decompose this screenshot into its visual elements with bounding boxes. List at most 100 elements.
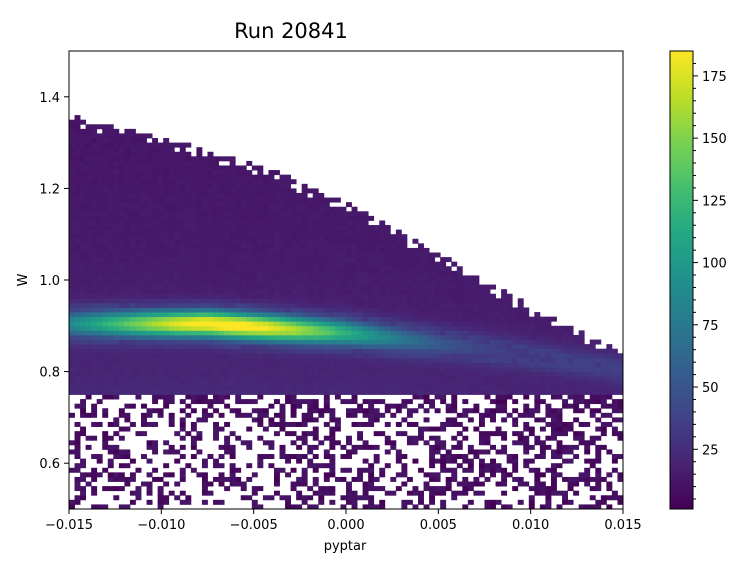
heatmap-cell	[124, 417, 131, 423]
heatmap-cell	[346, 486, 352, 492]
heatmap-cell	[562, 325, 568, 331]
heatmap-cell	[285, 275, 291, 281]
heatmap-cell	[135, 142, 142, 148]
heatmap-cell	[429, 472, 436, 478]
heatmap-cell	[600, 431, 607, 437]
heatmap-cell	[562, 357, 568, 363]
heatmap-cell	[429, 339, 436, 345]
heatmap-cell	[301, 211, 308, 217]
heatmap-cell	[168, 330, 175, 336]
heatmap-cell	[224, 211, 231, 217]
heatmap-cell	[207, 454, 214, 460]
heatmap-cell	[185, 225, 192, 231]
heatmap-cell	[224, 192, 231, 198]
heatmap-cell	[201, 174, 208, 180]
heatmap-cell	[102, 486, 109, 492]
heatmap-cell	[595, 385, 602, 391]
heatmap-cell	[190, 289, 197, 295]
heatmap-cell	[207, 257, 214, 263]
heatmap-cell	[517, 371, 524, 377]
heatmap-cell	[523, 321, 530, 327]
heatmap-cell	[240, 170, 247, 176]
heatmap-cell	[406, 371, 413, 377]
heatmap-cell	[296, 197, 303, 203]
heatmap-cell	[174, 316, 181, 322]
heatmap-cell	[462, 435, 469, 441]
heatmap-cell	[351, 408, 358, 414]
heatmap-cell	[528, 344, 535, 350]
heatmap-cell	[451, 293, 458, 299]
heatmap-cell	[168, 293, 175, 299]
heatmap-cell	[102, 325, 109, 331]
heatmap-cell	[423, 307, 430, 313]
heatmap-cell	[85, 142, 92, 148]
heatmap-cell	[323, 261, 330, 267]
heatmap-cell	[190, 247, 197, 253]
heatmap-cell	[617, 376, 624, 382]
heatmap-cell	[96, 257, 103, 263]
heatmap-cell	[85, 275, 92, 281]
heatmap-cell	[201, 289, 208, 295]
heatmap-cell	[318, 211, 325, 217]
heatmap-cell	[129, 376, 136, 382]
heatmap-cell	[600, 380, 607, 386]
heatmap-cell	[418, 348, 424, 354]
heatmap-cell	[174, 270, 181, 276]
heatmap-cell	[357, 316, 364, 322]
heatmap-cell	[224, 486, 231, 492]
heatmap-cell	[107, 316, 114, 322]
heatmap-cell	[329, 284, 336, 290]
heatmap-cell	[473, 367, 480, 372]
heatmap-cell	[168, 160, 175, 166]
heatmap-cell	[179, 238, 186, 244]
heatmap-cell	[96, 247, 103, 253]
heatmap-cell	[506, 312, 513, 318]
heatmap-cell	[157, 284, 164, 290]
heatmap-cell	[506, 371, 513, 377]
heatmap-cell	[357, 403, 364, 409]
heatmap-cell	[501, 403, 508, 409]
heatmap-cell	[573, 403, 580, 409]
heatmap-cell	[490, 330, 496, 336]
heatmap-cell	[240, 257, 247, 263]
heatmap-cell	[201, 261, 208, 267]
heatmap-cell	[301, 183, 308, 189]
heatmap-cell	[235, 344, 242, 350]
heatmap-cell	[262, 192, 269, 198]
heatmap-cell	[589, 371, 596, 377]
heatmap-cell	[91, 353, 98, 359]
heatmap-cell	[80, 284, 87, 290]
heatmap-cell	[135, 380, 142, 386]
heatmap-cell	[146, 257, 153, 263]
heatmap-cell	[107, 160, 114, 166]
heatmap-cell	[578, 440, 585, 446]
heatmap-cell	[218, 293, 225, 299]
heatmap-cell	[406, 353, 413, 359]
heatmap-cell	[368, 357, 375, 363]
heatmap-cell	[484, 339, 491, 345]
heatmap-cell	[429, 307, 436, 313]
heatmap-cell	[179, 179, 186, 185]
heatmap-cell	[401, 330, 408, 336]
heatmap-cell	[379, 280, 386, 285]
heatmap-cell	[567, 458, 574, 464]
heatmap-cell	[418, 307, 424, 313]
heatmap-cell	[273, 348, 280, 354]
heatmap-cell	[135, 229, 142, 235]
heatmap-cell	[395, 293, 402, 299]
heatmap-cell	[257, 165, 264, 171]
heatmap-cell	[146, 238, 153, 244]
heatmap-cell	[113, 238, 120, 244]
y-tick-label: 1.4	[39, 91, 60, 106]
heatmap-cell	[523, 421, 530, 427]
heatmap-cell	[96, 266, 103, 272]
heatmap-cell	[246, 215, 253, 221]
heatmap-cell	[301, 270, 308, 276]
heatmap-cell	[246, 376, 253, 382]
heatmap-cell	[235, 348, 242, 354]
heatmap-cell	[290, 380, 297, 386]
heatmap-cell	[279, 316, 286, 322]
heatmap-cell	[146, 188, 153, 194]
heatmap-cell	[312, 238, 319, 244]
heatmap-cell	[207, 344, 214, 350]
